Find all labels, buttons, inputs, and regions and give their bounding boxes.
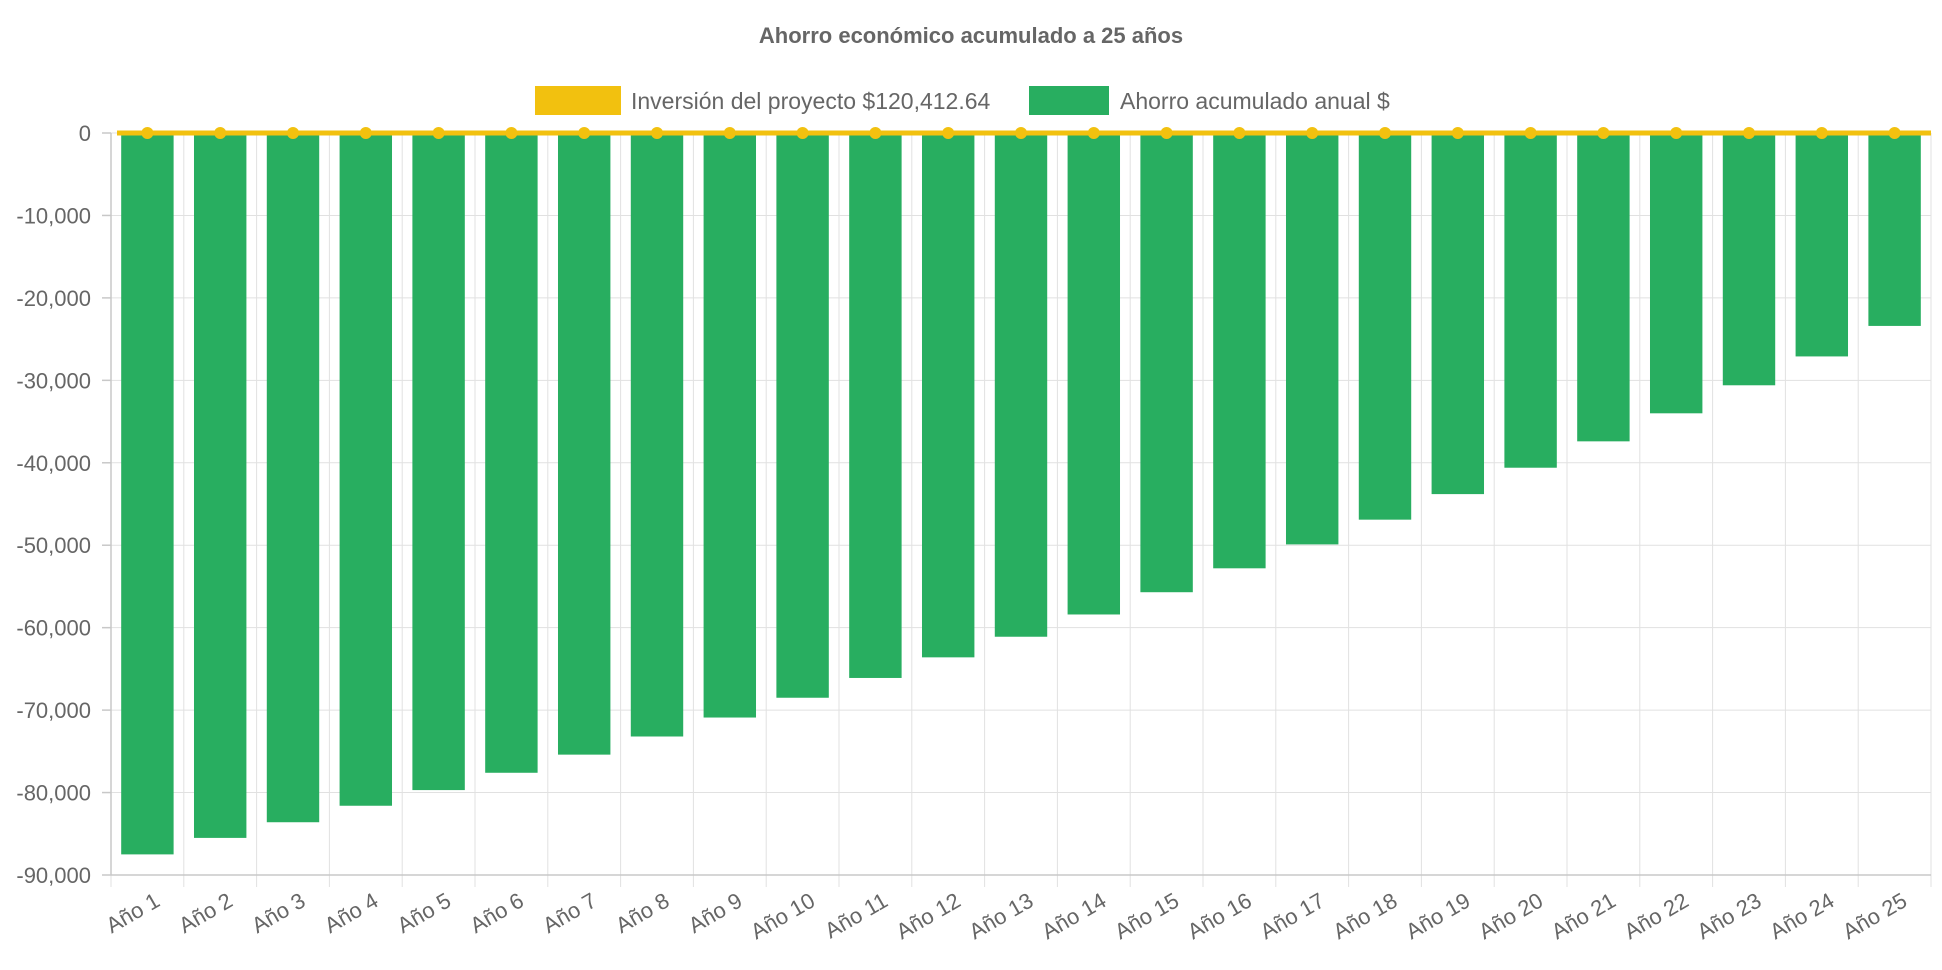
line-point-investment[interactable] — [1087, 127, 1100, 139]
x-tick-label: Año 22 — [1620, 888, 1693, 945]
line-point-investment[interactable] — [432, 127, 445, 139]
line-point-investment[interactable] — [1306, 127, 1319, 139]
y-axis-ticks: 0 -10,000 -20,000 -30,000 -40,000 -50,000 -60,… — [16, 121, 111, 888]
y-tick-label: -10,000 — [16, 203, 91, 228]
y-tick-label: 0 — [79, 121, 91, 146]
line-point-investment[interactable] — [1597, 127, 1610, 139]
bar-savings[interactable] — [339, 133, 393, 806]
line-point-investment[interactable] — [1888, 127, 1901, 139]
bar-savings[interactable] — [849, 133, 902, 678]
line-point-investment[interactable] — [651, 127, 663, 139]
y-tick-label: -70,000 — [16, 698, 91, 723]
x-tick-label: Año 18 — [1329, 888, 1402, 945]
bar-savings[interactable] — [776, 133, 829, 698]
legend-item-investment[interactable]: Inversión del proyecto $120,412.64 — [535, 86, 991, 115]
bar-savings[interactable] — [1067, 133, 1121, 615]
bar-savings[interactable] — [630, 133, 684, 737]
bar-savings[interactable] — [1213, 133, 1266, 569]
x-tick-label: Año 19 — [1401, 888, 1474, 945]
bar-savings[interactable] — [1358, 133, 1412, 520]
line-point-investment[interactable] — [1670, 127, 1683, 139]
x-tick-label: Año 20 — [1474, 888, 1547, 945]
legend: Inversión del proyecto $120,412.64 Ahorr… — [535, 86, 1390, 115]
line-point-investment[interactable] — [796, 127, 809, 139]
y-tick-label: -80,000 — [16, 781, 91, 806]
x-tick-label: Año 23 — [1693, 888, 1766, 945]
x-tick-label: Año 24 — [1765, 888, 1838, 945]
legend-swatch-savings — [1029, 86, 1109, 115]
chart-title: Ahorro económico acumulado a 25 años — [759, 23, 1183, 48]
y-tick-label: -20,000 — [16, 286, 91, 311]
line-point-investment[interactable] — [1160, 127, 1173, 139]
bar-savings[interactable] — [1722, 133, 1776, 386]
bar-savings[interactable] — [121, 133, 174, 855]
bar-savings[interactable] — [921, 133, 975, 658]
bar-savings[interactable] — [994, 133, 1048, 637]
x-tick-label: Año 9 — [684, 888, 746, 938]
line-point-investment[interactable] — [141, 127, 154, 139]
bar-savings[interactable] — [1140, 133, 1193, 593]
x-tick-label: Año 25 — [1838, 888, 1911, 945]
line-point-investment[interactable] — [942, 127, 955, 139]
line-point-investment[interactable] — [578, 127, 591, 139]
line-point-investment[interactable] — [1815, 127, 1828, 139]
line-point-investment[interactable] — [869, 127, 882, 139]
x-tick-label: Año 14 — [1037, 888, 1110, 945]
line-point-investment[interactable] — [1233, 127, 1246, 139]
bar-savings[interactable] — [1868, 133, 1921, 326]
x-tick-label: Año 11 — [820, 888, 891, 944]
legend-item-savings[interactable]: Ahorro acumulado anual $ — [1029, 86, 1390, 115]
bar-savings[interactable] — [1577, 133, 1630, 442]
line-point-investment[interactable] — [214, 127, 227, 139]
x-tick-label: Año 3 — [247, 888, 309, 938]
x-tick-label: Año 10 — [746, 888, 819, 945]
legend-label-investment: Inversión del proyecto $120,412.64 — [631, 88, 991, 114]
line-point-investment[interactable] — [287, 127, 299, 139]
x-tick-label: Año 8 — [611, 888, 673, 938]
line-point-investment[interactable] — [723, 127, 736, 139]
bar-savings[interactable] — [557, 133, 611, 755]
line-investment — [117, 127, 1931, 139]
line-point-investment[interactable] — [1015, 127, 1027, 139]
x-tick-label: Año 2 — [174, 888, 236, 938]
bar-savings[interactable] — [703, 133, 757, 718]
x-tick-label: Año 7 — [538, 888, 600, 938]
x-tick-label: Año 16 — [1183, 888, 1256, 945]
line-point-investment[interactable] — [1743, 127, 1755, 139]
bars-savings — [121, 133, 1921, 855]
legend-swatch-investment — [535, 86, 621, 115]
line-point-investment[interactable] — [1379, 127, 1391, 139]
x-tick-label: Año 17 — [1256, 888, 1329, 945]
y-tick-label: -30,000 — [16, 368, 91, 393]
bar-savings[interactable] — [1795, 133, 1849, 357]
bar-savings[interactable] — [1504, 133, 1557, 468]
x-tick-label: Año 4 — [320, 888, 382, 938]
legend-label-savings: Ahorro acumulado anual $ — [1120, 88, 1390, 114]
x-tick-label: Año 21 — [1547, 888, 1620, 945]
x-tick-label: Año 13 — [965, 888, 1038, 945]
x-tick-label: Año 15 — [1110, 888, 1183, 945]
line-point-investment[interactable] — [359, 127, 372, 139]
bar-savings[interactable] — [485, 133, 538, 773]
x-axis-ticks: Año 1 Año 2 Año 3 Año 4 Año 5 Año 6 Año 7 Año 8… — [102, 888, 1911, 945]
bar-savings[interactable] — [412, 133, 465, 791]
bar-savings[interactable] — [193, 133, 247, 838]
x-tick-label: Año 6 — [466, 888, 528, 938]
line-point-investment[interactable] — [1451, 127, 1464, 139]
bar-savings[interactable] — [1285, 133, 1339, 545]
y-tick-label: -60,000 — [16, 616, 91, 641]
y-tick-label: -50,000 — [16, 533, 91, 558]
bar-savings[interactable] — [1649, 133, 1703, 414]
bar-savings[interactable] — [1431, 133, 1485, 495]
x-tick-label: Año 1 — [102, 888, 164, 938]
x-tick-label: Año 12 — [892, 888, 965, 945]
x-tick-label: Año 5 — [393, 888, 455, 938]
y-tick-label: -40,000 — [16, 451, 91, 476]
y-tick-label: -90,000 — [16, 863, 91, 888]
line-point-investment[interactable] — [1524, 127, 1537, 139]
line-point-investment[interactable] — [505, 127, 518, 139]
bar-savings[interactable] — [266, 133, 320, 823]
